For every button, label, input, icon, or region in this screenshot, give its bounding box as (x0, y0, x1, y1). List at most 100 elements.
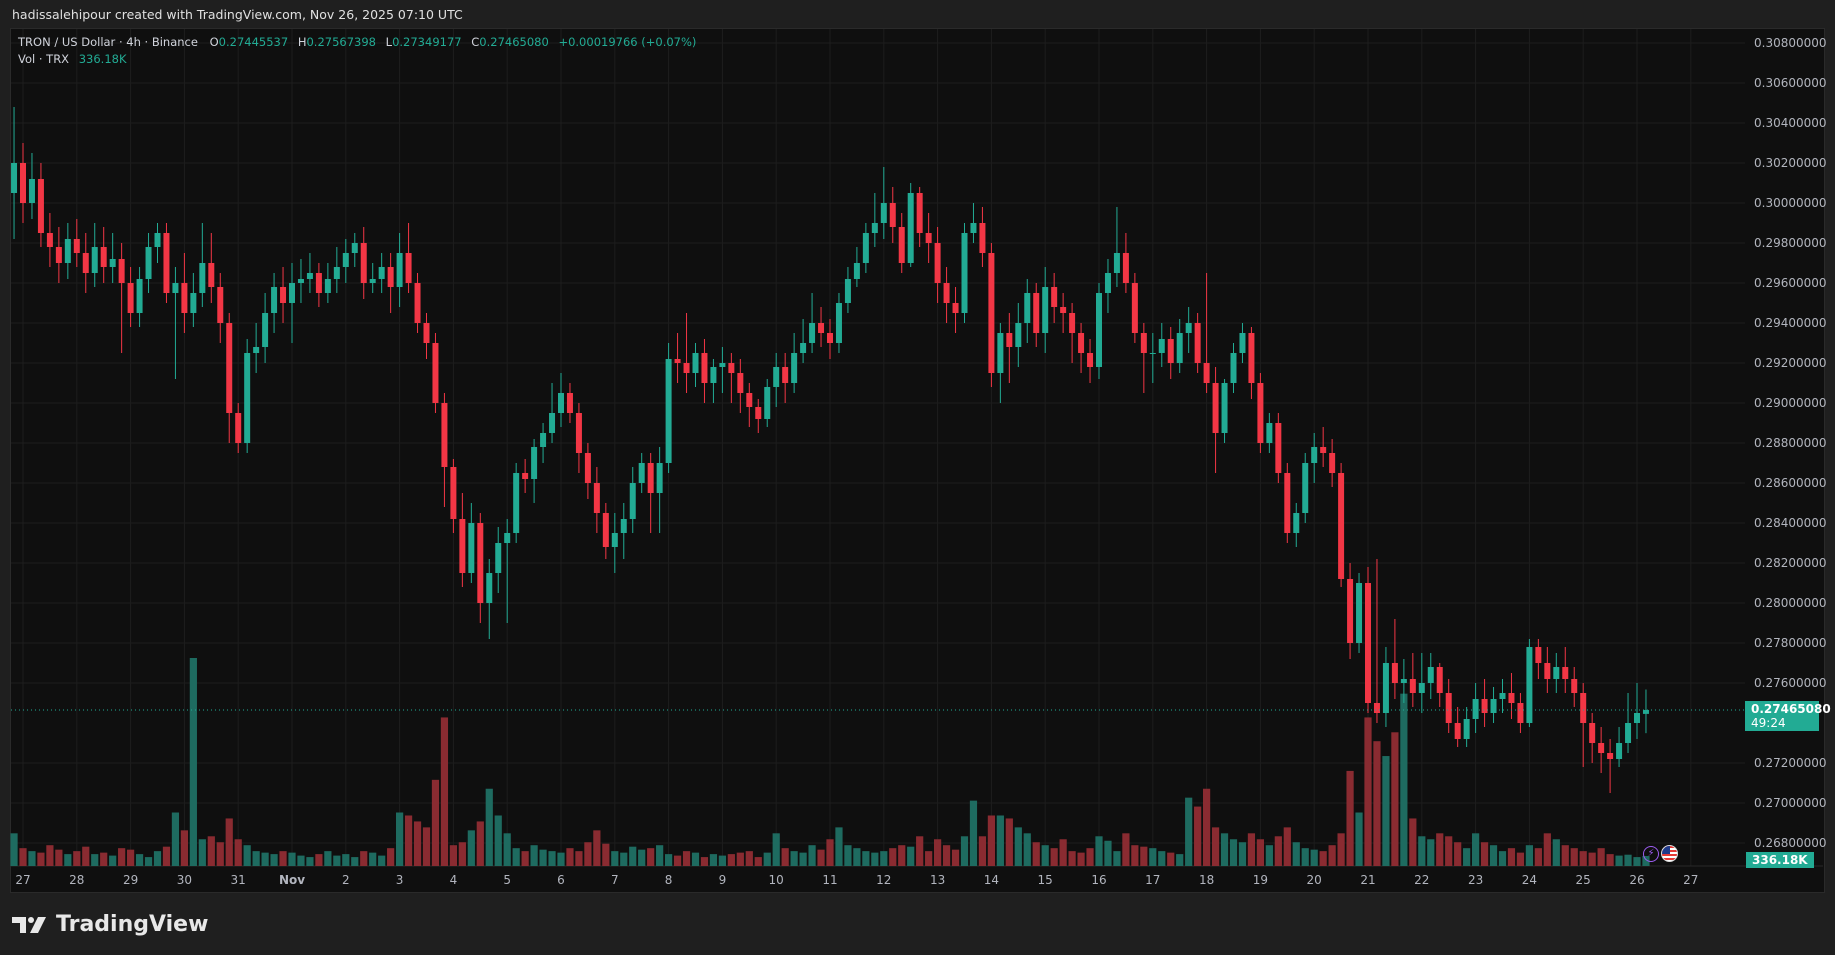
volume-bar (19, 848, 27, 866)
time-axis-label: 3 (396, 873, 404, 887)
candle-body (1347, 579, 1354, 643)
volume-bar (682, 851, 691, 866)
candle-body (1589, 723, 1596, 743)
volume-bar (593, 830, 601, 866)
candle-body (109, 259, 116, 267)
volume-bar (718, 855, 726, 866)
volume-bar (817, 849, 825, 866)
open-value: 0.27445537 (218, 35, 289, 49)
time-axis-label: 8 (665, 873, 673, 887)
volume-bar (1597, 848, 1605, 866)
close-label: C (471, 35, 480, 49)
volume-bar (342, 854, 350, 866)
volume-bar (243, 845, 251, 866)
volume-bar (10, 833, 18, 866)
time-axis-label: 23 (1468, 873, 1483, 887)
candle-body (1140, 333, 1147, 353)
volume-bar (1489, 845, 1498, 866)
volume-bar (754, 857, 762, 866)
volume-bar (665, 854, 673, 866)
volume-bar (396, 812, 404, 866)
volume-bar (494, 815, 502, 866)
volume-bar (252, 851, 260, 866)
candle-body (1329, 453, 1336, 473)
volume-bar (387, 848, 395, 866)
chart-pane[interactable] (10, 28, 1825, 893)
candle-body (1598, 743, 1605, 753)
lightning-icon[interactable]: ⚡ (1643, 846, 1659, 862)
volume-value: 336.18K (78, 52, 127, 66)
time-axis-label: 30 (177, 873, 192, 887)
candle-body (979, 223, 986, 253)
candle-body (459, 519, 466, 573)
candle-body (1562, 667, 1569, 679)
symbol-title[interactable]: TRON / US Dollar · 4h · Binance (18, 35, 198, 49)
volume-bar (629, 846, 637, 866)
volume-bar (467, 830, 475, 866)
time-axis-label: 11 (822, 873, 837, 887)
candle-body (1490, 699, 1497, 713)
volume-bar (1579, 851, 1587, 866)
volume-bar (1158, 851, 1166, 866)
volume-bar (378, 855, 386, 866)
volume-bar (28, 851, 36, 866)
volume-bar (1418, 836, 1426, 866)
candle-body (692, 353, 699, 373)
candle-body (1275, 423, 1282, 473)
candle-body (853, 263, 860, 279)
candle-body (450, 467, 457, 519)
candle-body (549, 413, 556, 433)
price-axis-label: 0.26800000 (1754, 836, 1827, 850)
candle-body (163, 233, 170, 293)
volume-bar (1409, 818, 1417, 866)
candle-body (961, 233, 968, 313)
candle-body (1580, 693, 1587, 723)
volume-bar (1570, 848, 1578, 866)
volume-bar (351, 857, 359, 866)
candle-body (889, 203, 896, 227)
brand-name: TradingView (56, 912, 209, 937)
candle-body (1069, 313, 1076, 333)
candle-body (1015, 323, 1022, 347)
candle-body (432, 343, 439, 403)
volume-bar (1194, 806, 1202, 866)
volume-bar (1122, 833, 1130, 866)
candle-body (809, 323, 816, 343)
candle-body (1176, 333, 1183, 363)
volume-bar (844, 845, 852, 866)
volume-bar (907, 846, 915, 866)
volume-bar (1292, 842, 1300, 866)
time-axis-label: 28 (69, 873, 84, 887)
candle-body (880, 203, 887, 223)
volume-bar (82, 846, 90, 866)
volume-bar (808, 845, 816, 866)
candle-body (522, 473, 529, 479)
candle-body (1481, 699, 1488, 713)
volume-label[interactable]: Vol · TRX (18, 52, 70, 66)
candle-body (602, 513, 609, 547)
candle-body (584, 453, 591, 483)
candle-body (1149, 353, 1156, 354)
volume-bar (1131, 845, 1139, 866)
price-axis-label: 0.30200000 (1754, 156, 1827, 170)
volume-bar (297, 855, 305, 866)
candle-body (782, 367, 789, 383)
time-axis-label: 9 (719, 873, 727, 887)
candle-body (235, 413, 242, 443)
us-flag-icon[interactable] (1661, 845, 1678, 862)
candle-body (37, 179, 44, 233)
volume-bar (1229, 839, 1238, 866)
volume-bar (1436, 833, 1444, 866)
volume-bar (745, 851, 753, 866)
candle-body (791, 353, 798, 383)
time-axis-label: 7 (611, 873, 619, 887)
price-axis-label: 0.29400000 (1754, 316, 1827, 330)
candle-body (531, 447, 538, 479)
volume-bar (1642, 856, 1650, 866)
tradingview-logo[interactable]: TradingView (12, 912, 208, 937)
candle-body (540, 433, 547, 447)
candle-body (342, 253, 349, 267)
time-axis-label: 13 (930, 873, 945, 887)
candle-body (495, 543, 502, 573)
